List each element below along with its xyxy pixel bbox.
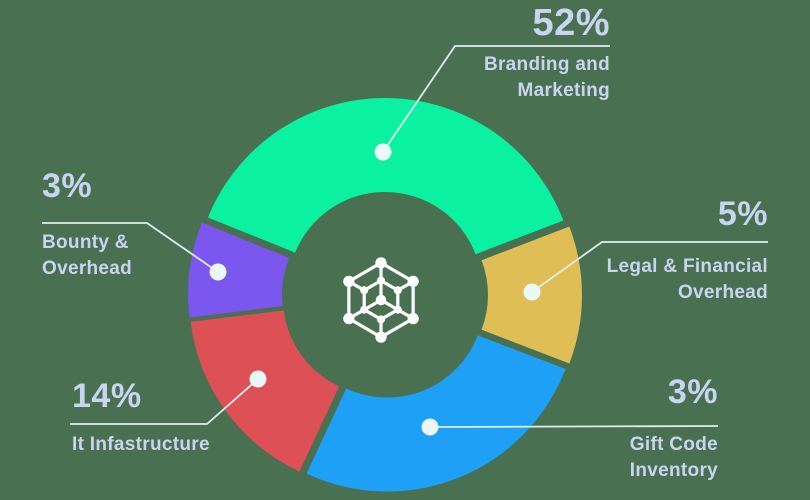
slice-label-line: It Infastructure (72, 434, 210, 455)
slice-percent: 14% (72, 377, 142, 415)
slice-percent: 3% (42, 167, 93, 205)
slice-label-line: Inventory (629, 460, 718, 481)
slice-label: It Infastructure (72, 432, 210, 458)
slice-label-line: Gift Code (629, 434, 718, 455)
pie-slice-branding-and-marketing (207, 97, 564, 255)
pie-slice-gift-code-inventory (306, 335, 566, 492)
leader-line-legal-financial-overhead (531, 241, 768, 293)
slice-label: Bounty & Overhead (42, 230, 132, 282)
leader-line-gift-code-inventory (429, 425, 719, 428)
callout-branding-and-marketing: 52% Branding and Marketing (484, 2, 610, 104)
slice-label-line: Marketing (517, 80, 610, 101)
leader-line-bounty-overhead (42, 222, 219, 273)
slice-label-line: Overhead (677, 282, 768, 303)
slice-percent: 52% (532, 2, 610, 44)
slice-label-line: Branding and (483, 54, 610, 75)
pie-slice-bounty-overhead (188, 222, 290, 318)
slice-percent: 5% (717, 195, 768, 233)
callout-gift-code-inventory: 3% Gift Code Inventory (630, 372, 718, 484)
slice-label-line: Overhead (42, 258, 133, 279)
slice-label: Legal & Financial Overhead (607, 254, 768, 306)
slice-label-line: Bounty & (42, 232, 129, 253)
slice-label-line: Legal & Financial (606, 256, 768, 277)
blockchain-hexagon-icon (343, 257, 419, 343)
leader-line-branding-and-marketing (382, 45, 610, 153)
slice-marker-dots (209, 143, 541, 436)
leader-line-it-infastructure (70, 378, 259, 425)
marker-dot-branding-and-marketing (374, 143, 392, 161)
callout-legal-financial-overhead: 5% Legal & Financial Overhead (607, 194, 768, 306)
marker-dot-gift-code-inventory (421, 418, 439, 436)
marker-dot-bounty-overhead (209, 263, 227, 281)
slice-label: Gift Code Inventory (630, 432, 718, 484)
callout-it-infastructure: 14% It Infastructure (72, 376, 210, 458)
callout-bounty-overhead: 3% Bounty & Overhead (42, 166, 132, 282)
pie-slice-it-infastructure (190, 310, 340, 472)
callout-leader-lines (42, 45, 768, 428)
marker-dot-it-infastructure (249, 370, 267, 388)
marker-dot-legal-financial-overhead (523, 283, 541, 301)
slice-label: Branding and Marketing (484, 52, 610, 104)
slice-percent: 3% (667, 373, 718, 411)
